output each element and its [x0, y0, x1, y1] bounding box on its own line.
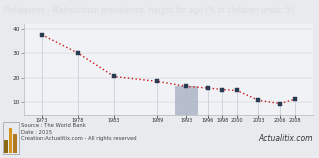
Text: Philippines - Malnutrition prevalence, height for age (% of children under 5): Philippines - Malnutrition prevalence, h…	[3, 6, 293, 15]
Bar	[175, 86, 198, 115]
Text: Actualitix.com: Actualitix.com	[258, 134, 313, 143]
FancyBboxPatch shape	[9, 128, 12, 153]
Text: Source : The World Bank
Date : 2015
Creation:Actualitix.com - All rights reserve: Source : The World Bank Date : 2015 Crea…	[21, 123, 136, 141]
FancyBboxPatch shape	[4, 140, 8, 153]
FancyBboxPatch shape	[13, 134, 17, 153]
